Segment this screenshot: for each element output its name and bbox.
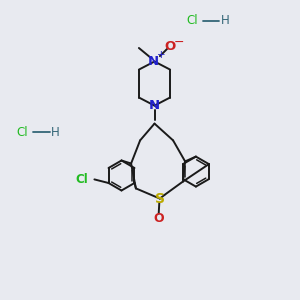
Text: Cl: Cl [186,14,198,28]
Text: H: H [220,14,229,28]
Text: +: + [157,50,166,61]
Text: O: O [153,212,164,226]
Text: N: N [149,99,160,112]
Text: Cl: Cl [76,173,88,186]
Text: S: S [155,192,165,206]
Text: O: O [164,40,176,53]
Text: Cl: Cl [16,125,28,139]
Text: N: N [148,55,159,68]
Text: H: H [51,125,60,139]
Text: −: − [174,36,184,49]
